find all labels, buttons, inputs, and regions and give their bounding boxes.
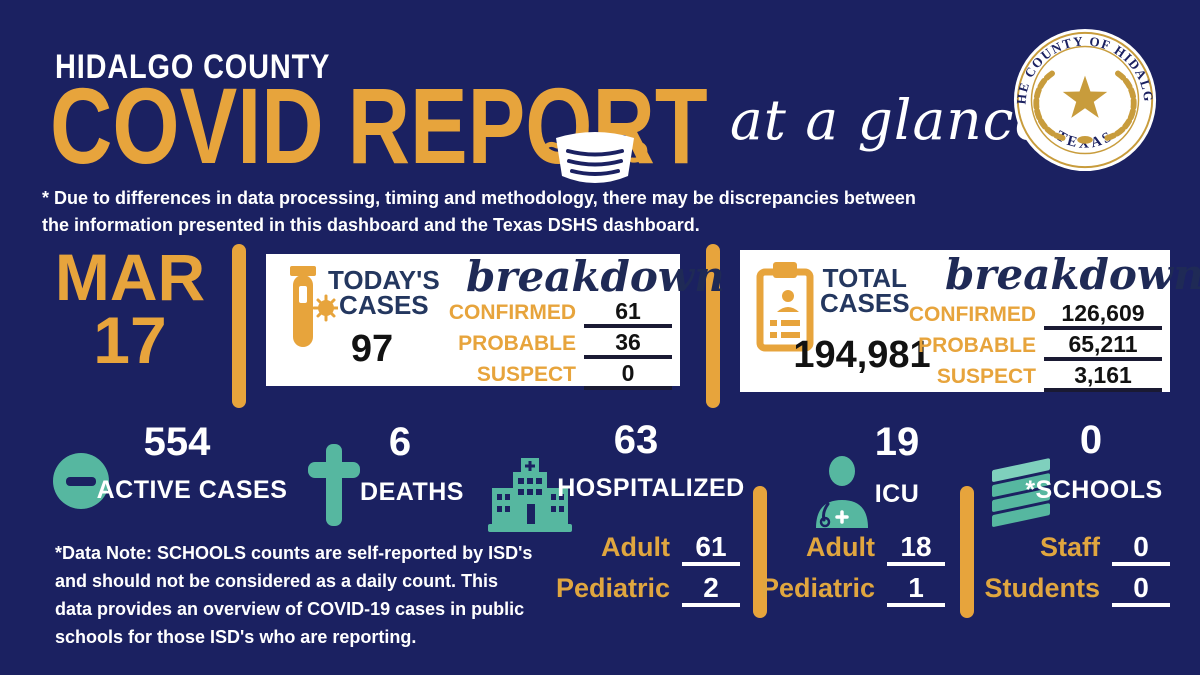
- pediatric-value: 1: [887, 574, 945, 607]
- confirmed-value: 61: [584, 300, 672, 328]
- confirmed-value: 126,609: [1044, 302, 1162, 330]
- clipboard-icon: [754, 260, 816, 359]
- icu-label: ICU: [874, 480, 920, 508]
- probable-label: PROBABLE: [918, 334, 1036, 357]
- report-date: MAR 17: [40, 240, 220, 377]
- books-icon: [984, 458, 1062, 533]
- breakdown-row-probable: PROBABLE 36: [449, 331, 672, 359]
- icu-breakdown: Adult 18 Pediatric 1: [761, 532, 945, 614]
- adult-label: Adult: [601, 532, 670, 562]
- todays-cases-total: 97: [350, 328, 394, 370]
- probable-label: PROBABLE: [458, 332, 576, 355]
- deaths-label: DEATHS: [360, 478, 464, 506]
- divider-bar: [753, 486, 767, 618]
- pediatric-value: 2: [682, 574, 740, 607]
- doctor-icon: [810, 454, 872, 533]
- suspect-label: SUSPECT: [936, 365, 1036, 388]
- test-tube-virus-icon: [280, 264, 340, 357]
- breakdown-heading: breakdown: [466, 252, 725, 301]
- total-cases-label-line2: CASES: [820, 287, 910, 318]
- hospitalized-pediatric-row: Pediatric 2: [540, 573, 740, 607]
- divider-bar: [706, 244, 720, 408]
- deaths-value: 6: [388, 420, 412, 464]
- todays-cases-label-line2: CASES: [339, 289, 429, 320]
- breakdown-row-confirmed: CONFIRMED 126,609: [909, 302, 1162, 330]
- disclaimer-text: * Due to differences in data processing,…: [42, 188, 916, 235]
- breakdown-heading: breakdown: [945, 250, 1200, 299]
- breakdown-row-suspect: SUSPECT 3,161: [909, 364, 1162, 392]
- schools-value: 0: [1079, 418, 1103, 462]
- hospitalized-label: HOSPITALIZED: [557, 474, 745, 502]
- staff-label: Staff: [1040, 532, 1100, 562]
- students-value: 0: [1112, 574, 1170, 607]
- confirmed-label: CONFIRMED: [908, 303, 1036, 326]
- schools-label: *SCHOOLS: [1025, 476, 1163, 504]
- total-breakdown-rows: CONFIRMED 126,609 PROBABLE 65,211 SUSPEC…: [909, 302, 1162, 395]
- hospitalized-value: 63: [613, 418, 659, 462]
- county-seal: THE COUNTY OF HIDALGO TEXAS: [1006, 15, 1158, 173]
- schools-staff-row: Staff 0: [985, 532, 1170, 566]
- divider-bar: [960, 486, 974, 618]
- total-cases-box: TOTAL CASES 194,981 breakdown CONFIRMED …: [736, 246, 1200, 396]
- breakdown-row-probable: PROBABLE 65,211: [909, 333, 1162, 361]
- report-month: MAR: [54, 240, 206, 314]
- hospital-icon: [488, 456, 572, 537]
- todays-cases-label: TODAY'S CASES: [328, 265, 440, 320]
- pediatric-label: Pediatric: [760, 573, 875, 603]
- county-name: HIDALGO COUNTY: [55, 48, 331, 86]
- probable-value: 36: [584, 331, 672, 359]
- cross-icon: [306, 442, 362, 533]
- icu-adult-row: Adult 18: [770, 532, 945, 566]
- divider-bar: [232, 244, 246, 408]
- schools-students-row: Students 0: [984, 573, 1170, 607]
- adult-value: 61: [682, 533, 740, 566]
- staff-value: 0: [1112, 533, 1170, 566]
- todays-cases-label-line1: TODAY'S: [328, 265, 440, 295]
- adult-label: Adult: [806, 532, 875, 562]
- minus-circle-icon: [52, 452, 110, 515]
- probable-value: 65,211: [1044, 333, 1162, 361]
- face-mask-icon: [540, 116, 650, 194]
- suspect-label: SUSPECT: [476, 363, 576, 386]
- icu-value: 19: [874, 420, 920, 464]
- students-label: Students: [984, 573, 1100, 603]
- todays-breakdown-rows: CONFIRMED 61 PROBABLE 36 SUSPECT 0: [449, 300, 672, 393]
- data-note: *Data Note: SCHOOLS counts are self-repo…: [55, 543, 533, 647]
- icu-pediatric-row: Pediatric 1: [761, 573, 945, 607]
- adult-value: 18: [887, 533, 945, 566]
- report-day: 17: [93, 302, 167, 377]
- todays-cases-box: TODAY'S CASES 97 breakdown CONFIRMED 61 …: [262, 250, 725, 393]
- active-cases-value: 554: [143, 420, 211, 464]
- pediatric-label: Pediatric: [555, 573, 670, 603]
- active-cases-label: ACTIVE CASES: [96, 476, 288, 504]
- suspect-value: 3,161: [1044, 364, 1162, 392]
- total-cases-total: 194,981: [793, 334, 931, 376]
- total-cases-label-line1: TOTAL: [822, 263, 907, 293]
- schools-breakdown: Staff 0 Students 0: [984, 532, 1170, 614]
- total-cases-label: TOTAL CASES: [820, 263, 910, 318]
- confirmed-label: CONFIRMED: [448, 301, 576, 324]
- suspect-value: 0: [584, 362, 672, 390]
- hospitalized-breakdown: Adult 61 Pediatric 2: [540, 532, 740, 614]
- breakdown-row-suspect: SUSPECT 0: [449, 362, 672, 390]
- hospitalized-adult-row: Adult 61: [540, 532, 740, 566]
- breakdown-row-confirmed: CONFIRMED 61: [449, 300, 672, 328]
